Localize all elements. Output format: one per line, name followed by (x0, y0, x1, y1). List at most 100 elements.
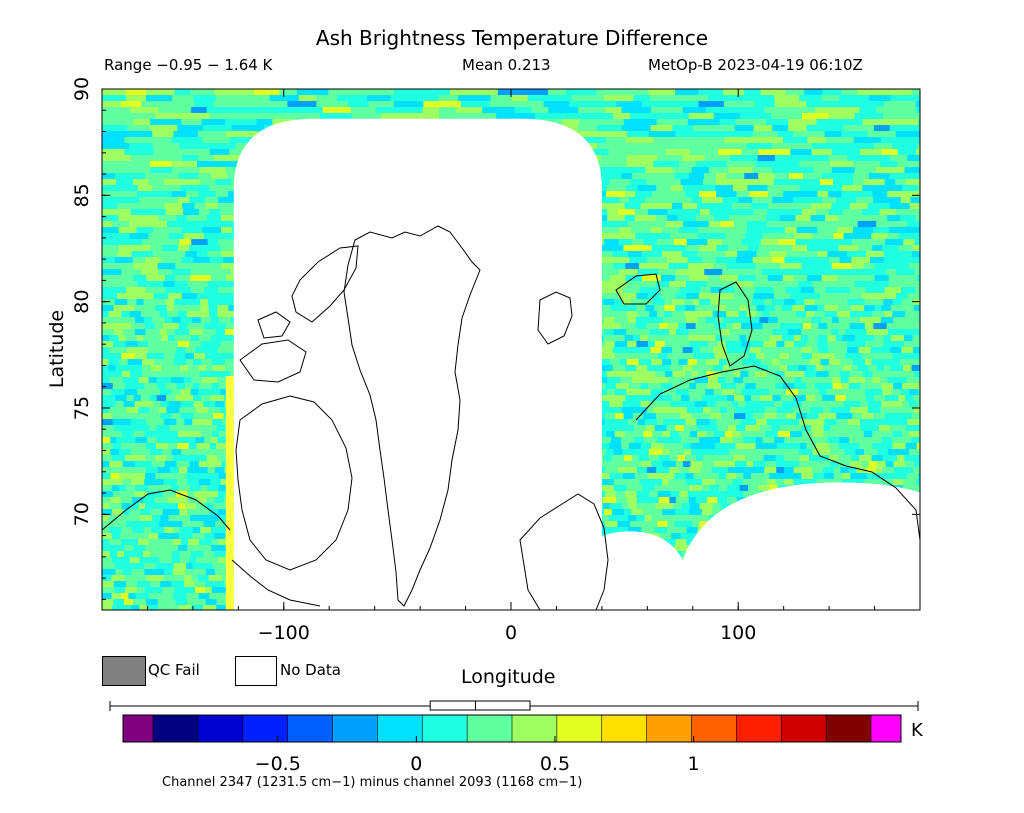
heatmap-cell (857, 395, 867, 402)
heatmap-cell (688, 329, 702, 336)
heatmap-cell (784, 257, 803, 264)
heatmap-cell (482, 107, 515, 114)
heatmap-cell (110, 449, 120, 456)
heatmap-cell (218, 491, 227, 498)
heatmap-cell (624, 215, 636, 222)
heatmap-cell (596, 119, 625, 126)
heatmap-cell (226, 131, 259, 138)
heatmap-cell (656, 185, 672, 192)
heatmap-cell (497, 89, 522, 96)
heatmap-cell (626, 359, 640, 366)
heatmap-cell (880, 317, 894, 324)
heatmap-cell (855, 101, 885, 108)
heatmap-cell (619, 527, 629, 534)
heatmap-cell (662, 359, 672, 366)
heatmap-cell (915, 215, 920, 222)
heatmap-cell (133, 443, 147, 450)
heatmap-cell (763, 341, 771, 348)
heatmap-cell (735, 383, 746, 390)
heatmap-cell (187, 467, 197, 474)
heatmap-cell (774, 173, 790, 180)
heatmap-cell (605, 485, 615, 492)
heatmap-cell (779, 365, 788, 372)
heatmap-cell (336, 95, 368, 102)
heatmap-cell (136, 335, 144, 342)
heatmap-cell (916, 311, 920, 318)
heatmap-cell (842, 473, 851, 480)
heatmap-cell (702, 395, 712, 402)
heatmap-cell (852, 413, 863, 420)
heatmap-cell (714, 323, 727, 330)
heatmap-cell (229, 137, 262, 144)
heatmap-cell (618, 239, 633, 246)
heatmap-cell (728, 227, 748, 234)
heatmap-cell (771, 347, 784, 354)
heatmap-cell (830, 221, 842, 228)
heatmap-cell (857, 221, 877, 228)
heatmap-cell (709, 209, 726, 216)
heatmap-cell (315, 95, 338, 102)
heatmap-cell (775, 455, 785, 462)
heatmap-cell (752, 131, 779, 138)
heatmap-cell (785, 287, 802, 294)
heatmap-cell (677, 455, 686, 462)
heatmap-cell (111, 509, 124, 516)
heatmap-cell (760, 425, 772, 432)
heatmap-cell (187, 305, 201, 312)
heatmap-cell (695, 455, 704, 462)
heatmap-cell (703, 323, 716, 330)
heatmap-cell (626, 389, 640, 396)
heatmap-cell (221, 251, 240, 258)
heatmap-cell (123, 437, 136, 444)
heatmap-cell (609, 401, 624, 408)
heatmap-cell (830, 461, 840, 468)
heatmap-cell (102, 161, 134, 168)
heatmap-cell (144, 431, 159, 438)
heatmap-cell (847, 155, 865, 162)
heatmap-cell (717, 497, 728, 504)
heatmap-cell (794, 233, 813, 240)
heatmap-cell (876, 107, 901, 114)
heatmap-cell (887, 473, 896, 480)
heatmap-cell (601, 353, 609, 360)
heatmap-cell (698, 89, 724, 96)
heatmap-cell (687, 119, 721, 126)
heatmap-cell (856, 329, 868, 336)
heatmap-cell (782, 275, 795, 282)
heatmap-cell (204, 323, 214, 330)
heatmap-cell (650, 347, 662, 354)
heatmap-cell (795, 215, 812, 222)
heatmap-cell (697, 431, 707, 438)
heatmap-cell (830, 407, 839, 414)
heatmap-cell (626, 311, 638, 318)
heatmap-cell (196, 473, 206, 480)
heatmap-cell (810, 407, 824, 414)
heatmap-cell (116, 521, 127, 528)
heatmap-cell (116, 179, 134, 186)
heatmap-cell (138, 215, 160, 222)
heatmap-cell (121, 239, 143, 246)
heatmap-cell (683, 365, 693, 372)
heatmap-cell (619, 359, 628, 366)
heatmap-cell (742, 347, 751, 354)
heatmap-cell (736, 473, 744, 480)
heatmap-cell (775, 479, 785, 486)
heatmap-cell (102, 119, 134, 126)
heatmap-cell (833, 473, 843, 480)
heatmap-cell (679, 383, 690, 390)
heatmap-cell (674, 473, 687, 480)
heatmap-cell (848, 269, 870, 276)
heatmap-cell (822, 395, 836, 402)
heatmap-cell (684, 311, 693, 318)
heatmap-cell (215, 329, 226, 336)
heatmap-cell (584, 113, 614, 120)
heatmap-cell (635, 191, 653, 198)
heatmap-cell (693, 125, 713, 132)
heatmap-cell (117, 293, 138, 300)
heatmap-cell (794, 167, 815, 174)
heatmap-cell (178, 533, 193, 540)
heatmap-cell (121, 491, 135, 498)
heatmap-cell (165, 383, 178, 390)
heatmap-cell (127, 125, 151, 132)
heatmap-cell (774, 101, 807, 108)
